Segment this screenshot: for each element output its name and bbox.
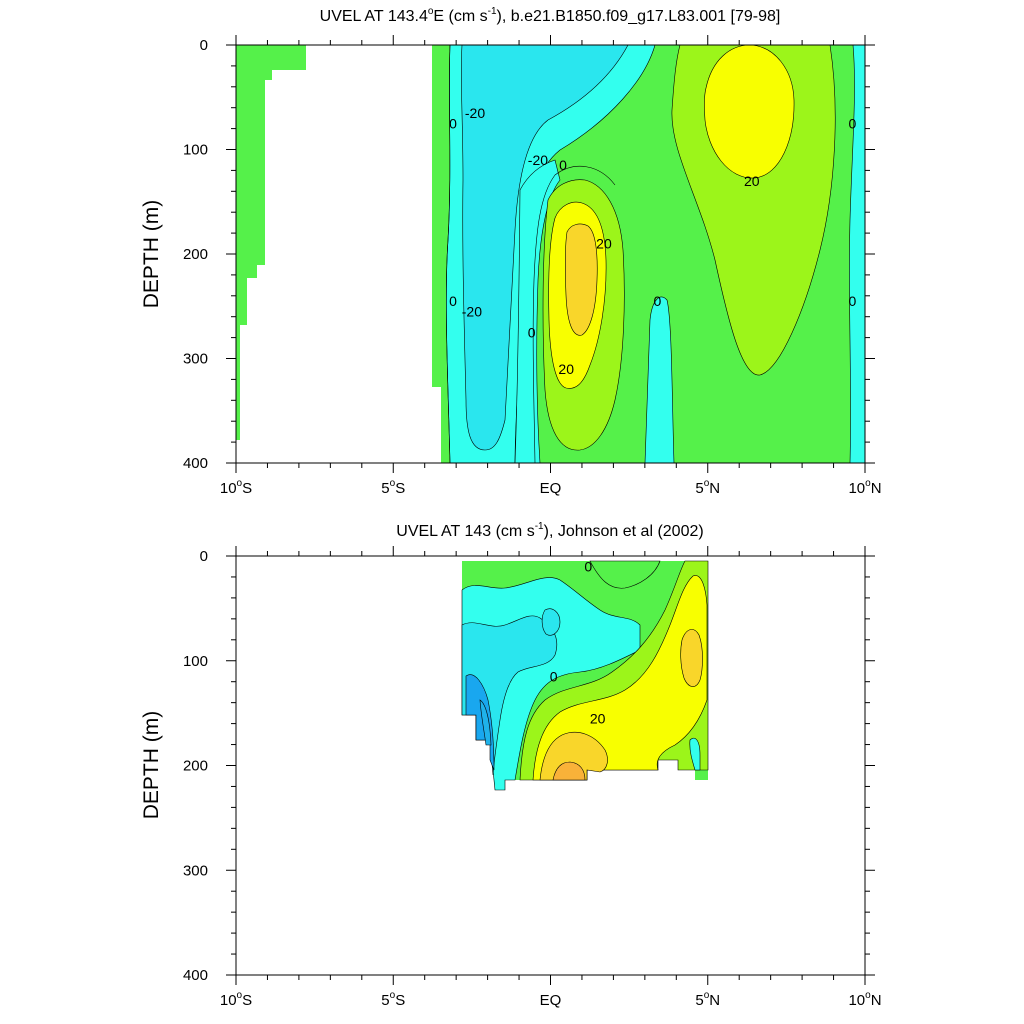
contour-label: 0 [449,293,457,309]
contour-field-2: 0 0 20 [461,558,709,791]
obs-fill-pos30-core [539,731,608,781]
contour-field-1: 0 -20 -20 0 20 0 -20 0 20 0 20 0 0 [236,45,865,463]
y-tick-label: 200 [183,246,208,263]
title-2-part-a: UVEL AT 143 (cm s [396,523,534,540]
contour-line-zero-west [445,45,451,463]
contour-label: -20 [528,152,548,168]
x-tick-label: 5oN [695,478,720,497]
title-1-exp: -1 [488,6,497,17]
panel-2-title: UVEL AT 143 (cm s-1), Johnson et al (200… [396,521,703,540]
obs-fill-neg-top [541,608,561,636]
title-1-part-b: E (cm s [433,8,487,25]
y-tick-label: 300 [183,351,208,368]
contour-fill-pos30-jet [565,223,598,336]
panel-1-title: UVEL AT 143.4oE (cm s-1), b.e21.B1850.f0… [320,6,781,25]
x-tick-label: 5oS [381,990,405,1009]
contour-label: 0 [849,293,857,309]
contour-labels-2: 0 0 20 [550,558,606,726]
y-tick-label: 100 [183,653,208,670]
obs-fill-neg40 [479,699,492,746]
contour-label: 0 [559,157,567,173]
y-tick-label: 400 [183,967,208,984]
y-axis-label-1: DEPTH (m) [140,200,163,309]
contour-label: 20 [596,236,612,252]
contour-fill-east-neg [644,296,675,463]
title-2-exp: -1 [535,521,544,532]
obs-fill-neg30 [465,674,495,771]
x-tick-label: 10oS [220,478,252,497]
title-1-deg: o [428,6,434,17]
contour-label: 20 [744,173,760,189]
title-2-part-b: ), Johnson et al (2002) [544,523,704,540]
obs-fill-east-neg [689,737,701,771]
obs-fill-pos30-east [680,629,703,687]
y-tick-label: 0 [200,37,208,54]
x-tick-label: 10oN [848,478,881,497]
y-tick-label: 100 [183,142,208,159]
y-tick-label: 200 [183,758,208,775]
contour-label: 0 [584,558,592,574]
title-1-part-c: ), b.e21.B1850.f09_g17.L83.001 [79-98] [497,8,781,25]
contour-line-zero-mid [532,166,616,463]
contour-label: 20 [590,710,606,726]
contour-label: 0 [449,115,457,131]
y-axis-label-2: DEPTH (m) [140,711,163,820]
panel-model: UVEL AT 143.4oE (cm s-1), b.e21.B1850.f0… [140,6,882,497]
x-tick-label: EQ [540,992,562,1009]
contour-labels-1: 0 -20 -20 0 20 0 -20 0 20 0 20 0 0 [449,105,856,377]
title-1-part-a: UVEL AT 143.4 [320,8,428,25]
y-tick-label: 300 [183,862,208,879]
x-tick-label: EQ [540,480,562,497]
contour-fill-east-edge [849,45,865,463]
contour-fill-center-neg [514,159,561,463]
x-tick-label: 10oN [848,990,881,1009]
x-tick-label: 10oS [220,990,252,1009]
y-tick-label: 0 [200,548,208,565]
contour-label: 0 [849,115,857,131]
contour-fill-west-strip [236,45,306,440]
obs-fill-pos20 [532,575,708,781]
panel-observation: UVEL AT 143 (cm s-1), Johnson et al (200… [140,521,882,1009]
obs-fill-zero-top [589,560,661,589]
contour-label: -20 [462,303,482,319]
contour-label: 0 [550,668,558,684]
obs-fill-pos40-core [552,761,586,781]
x-tick-label: 5oN [695,990,720,1009]
contour-label: 20 [558,361,574,377]
contour-label: 0 [654,293,662,309]
contour-label: 0 [528,324,536,340]
y-tick-label: 400 [183,455,208,472]
contour-label: -20 [465,105,485,121]
contour-fill-neg20 [461,45,629,451]
x-tick-label: 5oS [381,478,405,497]
